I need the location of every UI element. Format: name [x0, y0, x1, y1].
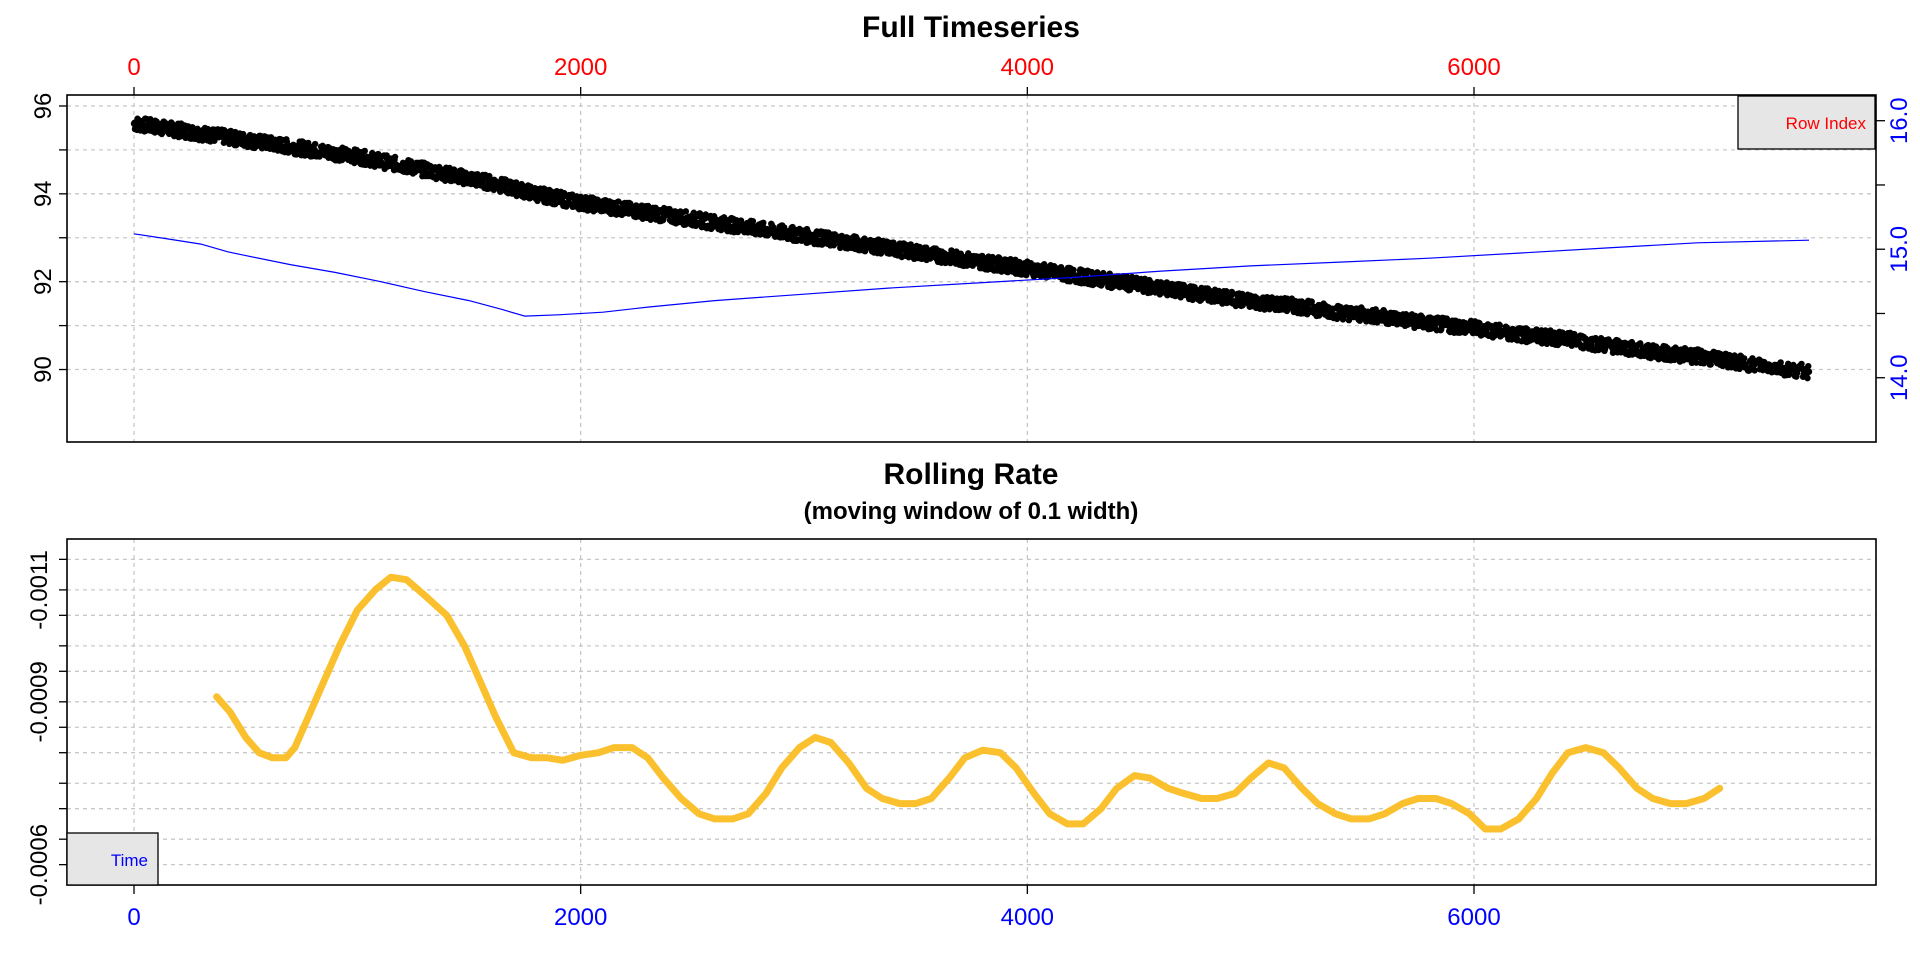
bottom-legend-box [66, 832, 159, 886]
bottom-y-tick-label: -0.0006 [26, 824, 53, 905]
bottom-x-tick-label: 0 [127, 904, 140, 931]
bottom-legend: Time [66, 832, 159, 886]
top-y-left-tick-label: 94 [30, 180, 57, 207]
top-plot-frame [66, 94, 1877, 443]
bottom-x-axis: 0 2000 4000 6000 [127, 885, 1501, 931]
top-x-tick-label: 2000 [554, 54, 607, 81]
elevation-point [1637, 340, 1644, 347]
elevation-point [1229, 290, 1237, 298]
elevation-point [1196, 289, 1203, 296]
bottom-x-tick-label: 6000 [1447, 904, 1500, 931]
top-panel: Full Timeseries 0 2000 4000 6000 90 92 94 96 1… [30, 11, 1913, 443]
bottom-grid [67, 539, 1876, 885]
rolling-rate-line [213, 573, 1724, 833]
top-y-right-tick-label: 16.0 [1886, 97, 1913, 144]
elevation-point [311, 140, 319, 148]
bottom-subtitle: (moving window of 0.1 width) [804, 498, 1139, 525]
elevation-point [1805, 368, 1813, 375]
elevation-points [130, 115, 1813, 382]
elevation-point [760, 219, 767, 227]
elevation-point [1798, 360, 1805, 368]
elevation-point [996, 254, 1003, 262]
top-legend-label: Row Index [1786, 114, 1867, 133]
elevation-point [1736, 364, 1744, 371]
elevation-point [1345, 317, 1353, 324]
top-legend: Row Index [1737, 95, 1876, 150]
bottom-x-tick-label: 4000 [1001, 904, 1054, 931]
bottom-legend-label: Time [111, 851, 148, 870]
elevation-point [1751, 367, 1758, 374]
top-y-left-tick-label: 92 [30, 268, 57, 295]
top-title: Full Timeseries [862, 11, 1080, 44]
elevation-point [512, 179, 520, 186]
top-y-left-tick-label: 96 [30, 93, 57, 120]
top-x-axis: 0 2000 4000 6000 [127, 54, 1501, 95]
bottom-panel: Rolling Rate (moving window of 0.1 width… [26, 458, 1877, 931]
top-x-tick-label: 0 [127, 54, 140, 81]
bottom-y-axis: -0.0006 -0.0009 -0.0011 [26, 550, 67, 905]
elevation-point [830, 242, 837, 249]
top-y-right-tick-label: 15.0 [1886, 226, 1913, 273]
elevation-point [691, 215, 699, 222]
elevation-point [391, 153, 399, 161]
elevation-point [1777, 359, 1784, 366]
top-grid [67, 95, 1876, 442]
elevation-point [1741, 355, 1748, 362]
elevation-point [749, 217, 757, 225]
top-y-left-axis: 90 92 94 96 [30, 93, 67, 383]
top-y-right-axis: 14.0 15.0 16.0 [1876, 97, 1913, 401]
temperature-line [133, 233, 1810, 317]
top-legend-box [1737, 95, 1876, 150]
elevation-point [1805, 362, 1812, 370]
top-x-tick-label: 4000 [1001, 54, 1054, 81]
elevation-point [1070, 266, 1077, 274]
bottom-x-tick-label: 2000 [554, 904, 607, 931]
elevation-point [1790, 361, 1797, 369]
elevation-point [189, 124, 196, 131]
elevation-point [239, 130, 247, 138]
bottom-y-tick-label: -0.0009 [26, 661, 53, 742]
top-y-right-tick-label: 14.0 [1886, 354, 1913, 401]
elevation-point [1496, 322, 1504, 329]
elevation-point [690, 209, 698, 216]
elevation-point [361, 147, 368, 155]
top-y-left-tick-label: 90 [30, 356, 57, 383]
top-x-tick-label: 6000 [1447, 54, 1500, 81]
bottom-y-tick-label: -0.0011 [26, 550, 53, 630]
elevation-point [682, 208, 690, 215]
elevation-point [1804, 374, 1811, 382]
elevation-point [1308, 298, 1315, 305]
bottom-plot-frame [66, 538, 1877, 886]
bottom-title: Rolling Rate [883, 458, 1058, 491]
